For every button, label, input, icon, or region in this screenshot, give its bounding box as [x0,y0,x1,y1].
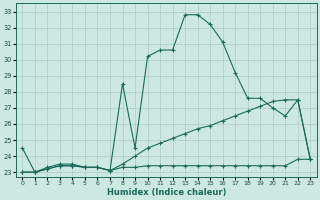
X-axis label: Humidex (Indice chaleur): Humidex (Indice chaleur) [107,188,226,197]
